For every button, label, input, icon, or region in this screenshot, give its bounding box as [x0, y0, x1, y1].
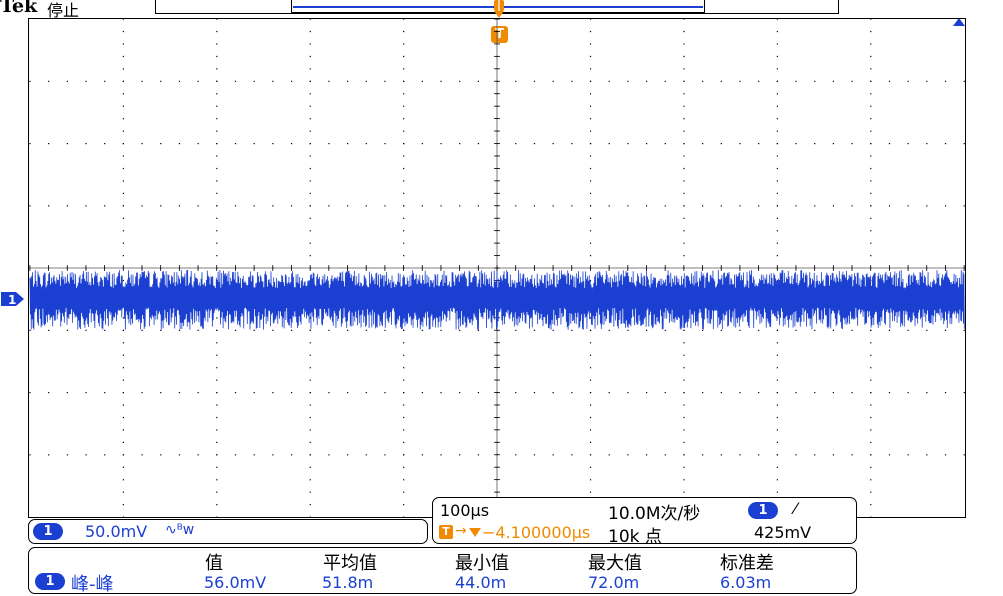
record-trigger-marker-icon [494, 0, 504, 18]
channel-1-marker-label: 1 [8, 293, 16, 307]
measurement-mean: 51.8m [322, 573, 374, 592]
measurement-value: 56.0mV [204, 573, 267, 592]
header-value: 值 [205, 553, 223, 574]
arrow-right-icon: → [455, 523, 467, 539]
measurement-min: 44.0m [455, 573, 507, 592]
trigger-position: −4.100000µs [482, 523, 591, 542]
vertical-scale: 50.0mV [85, 522, 148, 541]
header-std-dev: 标准差 [720, 553, 774, 574]
horizontal-trigger-panel[interactable]: 100µs 10.0M次/秒 1 ⁄ T → −4.100000µs 10k 点… [432, 497, 857, 547]
channel-badge: 1 [33, 523, 63, 540]
channel-1-trace [29, 269, 965, 330]
measurement-max: 72.0m [588, 573, 640, 592]
measurement-std-dev: 6.03m [720, 573, 772, 592]
trigger-level: 425mV [754, 523, 812, 542]
measurement-channel-badge: 1 [35, 573, 65, 590]
header-mean: 平均值 [323, 553, 377, 574]
trigger-marker-icon: T [439, 525, 453, 539]
timebase: 100µs [440, 501, 490, 520]
record-length: 10k 点 [608, 527, 662, 547]
trigger-slope-icon: ⁄ [794, 499, 797, 518]
trigger-channel-badge: 1 [748, 502, 778, 519]
trigger-level-arrow-icon [953, 18, 965, 26]
bandwidth-limit-icon: ∿ᴮw [165, 522, 195, 538]
header-min: 最小值 [455, 553, 509, 574]
waveform-graticule[interactable] [28, 18, 966, 518]
channel-1-marker[interactable]: 1 [0, 290, 26, 308]
trigger-down-triangle-icon [469, 528, 481, 537]
measurement-name: 峰-峰 [71, 574, 114, 595]
channel-readout-panel[interactable]: 1 50.0mV ∿ᴮw [28, 519, 428, 544]
trigger-position-marker-icon[interactable]: T [491, 26, 508, 43]
measurement-panel[interactable]: 值 平均值 最小值 最大值 标准差 1 峰-峰 56.0mV 51.8m 44.… [28, 547, 857, 595]
header-max: 最大值 [588, 553, 642, 574]
acquisition-status: 停止 [47, 1, 80, 20]
sample-rate: 10.0M次/秒 [608, 504, 701, 524]
tek-logo: Tek [0, 0, 38, 17]
